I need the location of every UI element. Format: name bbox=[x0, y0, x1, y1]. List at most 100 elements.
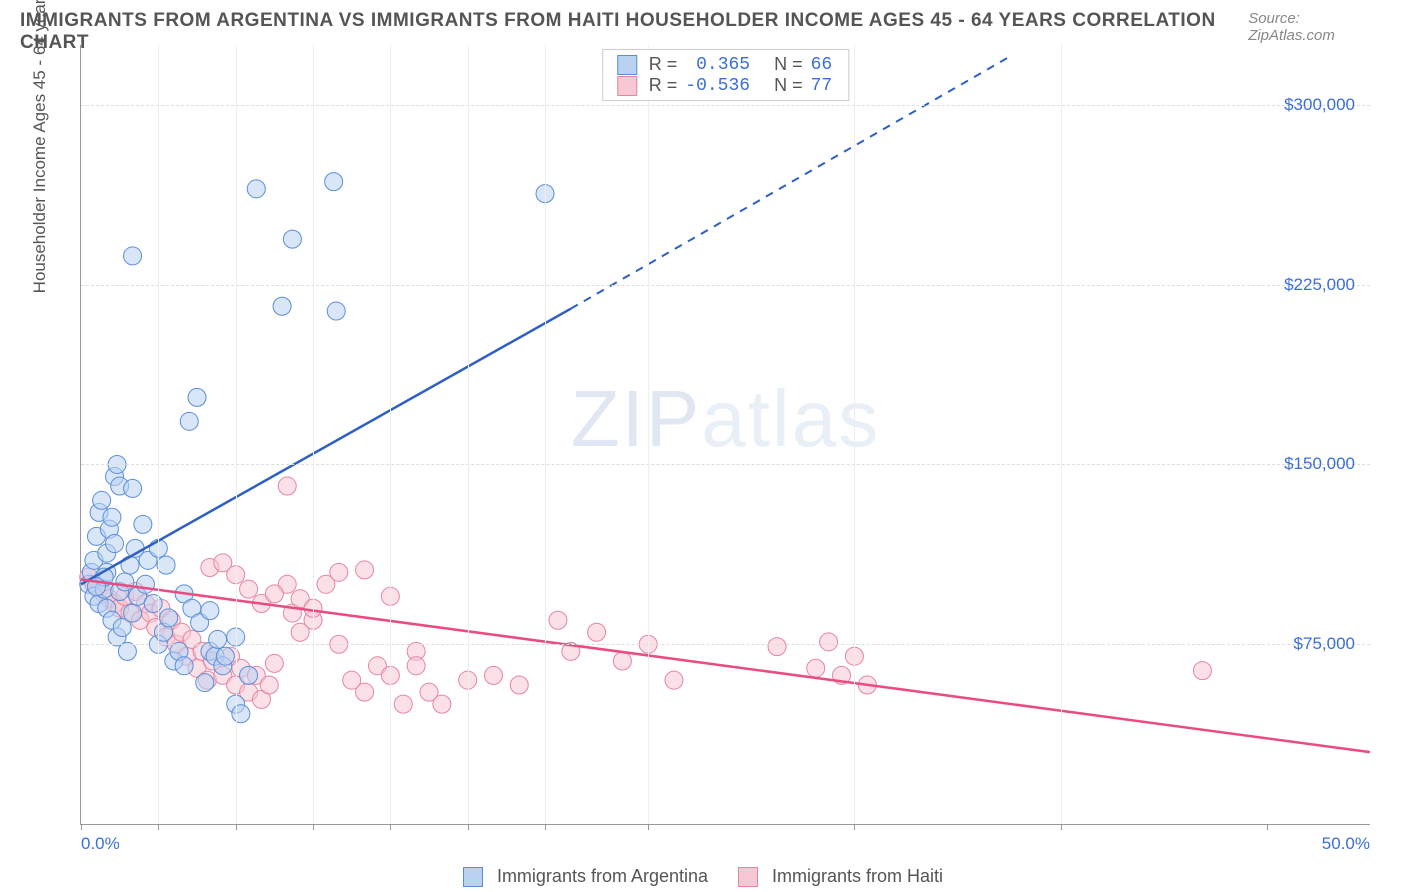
data-point bbox=[356, 683, 374, 701]
data-point bbox=[93, 491, 111, 509]
data-point bbox=[510, 676, 528, 694]
x-min-label: 0.0% bbox=[81, 834, 120, 854]
r-value-1: 0.365 bbox=[685, 55, 750, 75]
correlation-legend: R = 0.365 N = 66 R = -0.536 N = 77 bbox=[602, 49, 849, 101]
grid-line-v bbox=[158, 45, 159, 824]
n-label-1: N = bbox=[774, 54, 803, 75]
y-axis-label: Householder Income Ages 45 - 64 years bbox=[30, 0, 50, 293]
grid-line-v bbox=[648, 45, 649, 824]
source-label: Source: ZipAtlas.com bbox=[1248, 10, 1386, 44]
series-legend: Immigrants from Argentina Immigrants fro… bbox=[0, 866, 1406, 887]
data-point bbox=[820, 633, 838, 651]
data-point bbox=[283, 230, 301, 248]
data-point bbox=[260, 676, 278, 694]
data-point bbox=[116, 573, 134, 591]
data-point bbox=[196, 674, 214, 692]
data-point bbox=[121, 556, 139, 574]
data-point bbox=[407, 657, 425, 675]
y-tick-label: $150,000 bbox=[1284, 454, 1355, 474]
x-tick-mark bbox=[1061, 824, 1062, 830]
grid-line-h bbox=[81, 285, 1370, 286]
data-point bbox=[807, 659, 825, 677]
swatch-haiti bbox=[738, 867, 758, 887]
x-tick-mark bbox=[158, 824, 159, 830]
series-name-1: Immigrants from Argentina bbox=[497, 866, 708, 887]
grid-line-v bbox=[468, 45, 469, 824]
r-label-2: R = bbox=[649, 75, 678, 96]
n-value-1: 66 bbox=[811, 55, 833, 75]
series-name-2: Immigrants from Haiti bbox=[772, 866, 943, 887]
data-point bbox=[240, 580, 258, 598]
data-point bbox=[188, 388, 206, 406]
data-point bbox=[768, 638, 786, 656]
data-point bbox=[247, 180, 265, 198]
data-point bbox=[394, 695, 412, 713]
x-tick-mark bbox=[81, 824, 82, 830]
data-point bbox=[265, 585, 283, 603]
grid-line-v bbox=[236, 45, 237, 824]
data-point bbox=[325, 173, 343, 191]
grid-line-h bbox=[81, 464, 1370, 465]
y-tick-label: $225,000 bbox=[1284, 275, 1355, 295]
data-point bbox=[1193, 662, 1211, 680]
grid-line-v bbox=[313, 45, 314, 824]
x-tick-mark bbox=[1267, 824, 1268, 830]
chart-area: Householder Income Ages 45 - 64 years ZI… bbox=[50, 45, 1370, 825]
data-point bbox=[160, 609, 178, 627]
data-point bbox=[157, 556, 175, 574]
data-point bbox=[201, 602, 219, 620]
n-value-2: 77 bbox=[811, 76, 833, 96]
swatch-pink bbox=[617, 76, 637, 96]
chart-svg bbox=[81, 45, 1370, 824]
data-point bbox=[216, 647, 234, 665]
data-point bbox=[124, 247, 142, 265]
swatch-blue bbox=[617, 55, 637, 75]
legend-item-argentina: Immigrants from Argentina bbox=[463, 866, 708, 887]
grid-line-v bbox=[390, 45, 391, 824]
data-point bbox=[273, 297, 291, 315]
x-tick-mark bbox=[545, 824, 546, 830]
data-point bbox=[136, 575, 154, 593]
y-tick-label: $300,000 bbox=[1284, 95, 1355, 115]
data-point bbox=[175, 657, 193, 675]
y-tick-label: $75,000 bbox=[1294, 634, 1355, 654]
data-point bbox=[144, 594, 162, 612]
x-tick-mark bbox=[854, 824, 855, 830]
data-point bbox=[240, 666, 258, 684]
data-point bbox=[484, 666, 502, 684]
data-point bbox=[433, 695, 451, 713]
x-tick-mark bbox=[390, 824, 391, 830]
trend-line bbox=[81, 309, 571, 585]
data-point bbox=[106, 535, 124, 553]
data-point bbox=[613, 652, 631, 670]
grid-line-h bbox=[81, 105, 1370, 106]
r-value-2: -0.536 bbox=[685, 76, 750, 96]
legend-row-1: R = 0.365 N = 66 bbox=[617, 54, 834, 75]
data-point bbox=[356, 561, 374, 579]
data-point bbox=[124, 479, 142, 497]
grid-line-h bbox=[81, 644, 1370, 645]
data-point bbox=[103, 508, 121, 526]
data-point bbox=[265, 654, 283, 672]
data-point bbox=[124, 604, 142, 622]
data-point bbox=[330, 563, 348, 581]
data-point bbox=[278, 477, 296, 495]
swatch-argentina bbox=[463, 867, 483, 887]
x-tick-mark bbox=[648, 824, 649, 830]
data-point bbox=[588, 623, 606, 641]
grid-line-v bbox=[545, 45, 546, 824]
data-point bbox=[134, 515, 152, 533]
grid-line-v bbox=[854, 45, 855, 824]
plot-area: ZIPatlas R = 0.365 N = 66 R = -0.536 N =… bbox=[80, 45, 1370, 825]
x-tick-mark bbox=[313, 824, 314, 830]
data-point bbox=[327, 302, 345, 320]
data-point bbox=[232, 705, 250, 723]
grid-line-v bbox=[1061, 45, 1062, 824]
r-label-1: R = bbox=[649, 54, 678, 75]
x-tick-mark bbox=[468, 824, 469, 830]
data-point bbox=[180, 412, 198, 430]
x-tick-mark bbox=[236, 824, 237, 830]
n-label-2: N = bbox=[774, 75, 803, 96]
data-point bbox=[549, 611, 567, 629]
x-max-label: 50.0% bbox=[1322, 834, 1370, 854]
